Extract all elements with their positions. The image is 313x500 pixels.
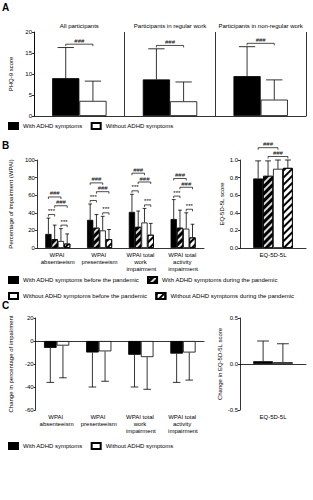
svg-text:impairment: impairment [168, 266, 198, 272]
svg-text:C: C [2, 300, 9, 311]
svg-text:10: 10 [25, 71, 32, 77]
svg-text:activity: activity [173, 421, 193, 427]
svg-text:WPAI total: WPAI total [127, 252, 157, 258]
svg-text:1.0: 1.0 [230, 157, 239, 163]
svg-text:20: 20 [27, 315, 34, 321]
svg-text:5: 5 [29, 92, 33, 98]
svg-text:impairment: impairment [126, 428, 156, 434]
svg-text:###: ### [263, 141, 274, 147]
svg-text:###: ### [56, 199, 67, 205]
svg-text:With ADHD symptoms before the: With ADHD symptoms before the pandemic [23, 277, 139, 283]
svg-text:WPAI: WPAI [90, 414, 107, 420]
svg-text:###: ### [181, 181, 192, 187]
svg-text:###: ### [98, 185, 109, 191]
svg-text:***: *** [48, 208, 56, 214]
svg-text:work: work [133, 421, 148, 427]
svg-text:***: *** [132, 184, 140, 190]
svg-text:-20: -20 [25, 361, 34, 367]
svg-text:15: 15 [25, 50, 32, 56]
svg-text:WPAI total: WPAI total [168, 414, 198, 420]
svg-text:***: *** [186, 203, 194, 209]
svg-text:40: 40 [28, 210, 35, 216]
svg-text:WPAI: WPAI [48, 414, 65, 420]
svg-text:-60: -60 [25, 407, 34, 413]
svg-text:###: ### [139, 176, 150, 182]
svg-text:###: ### [256, 37, 267, 43]
svg-text:***: *** [61, 219, 69, 225]
svg-text:With ADHD symptoms during the: With ADHD symptoms during the pandemic [162, 277, 277, 283]
svg-text:0.8: 0.8 [230, 175, 239, 181]
svg-text:0: 0 [32, 245, 36, 251]
svg-text:***: *** [173, 190, 181, 196]
svg-text:0.6: 0.6 [230, 192, 239, 198]
svg-text:Without ADHD symptoms: Without ADHD symptoms [106, 123, 174, 129]
svg-text:Participants in non-regular wo: Participants in non-regular work [218, 23, 303, 29]
svg-text:20: 20 [28, 227, 35, 233]
svg-text:WPAI: WPAI [50, 252, 67, 258]
svg-text:-0.5: -0.5 [228, 407, 239, 413]
svg-text:0.0: 0.0 [230, 245, 239, 251]
svg-text:Change in EQ-5D-5L score: Change in EQ-5D-5L score [217, 327, 223, 400]
svg-text:0.4: 0.4 [230, 210, 239, 216]
svg-text:WPAI: WPAI [91, 252, 108, 258]
svg-text:***: *** [102, 206, 110, 212]
svg-text:A: A [2, 2, 9, 13]
svg-text:###: ### [74, 38, 85, 44]
svg-text:0.5: 0.5 [230, 315, 239, 321]
svg-text:B: B [2, 140, 9, 151]
svg-text:-40: -40 [25, 384, 34, 390]
svg-text:absenteeism: absenteeism [40, 421, 74, 427]
svg-text:Without ADHD symptoms during t: Without ADHD symptoms during the pandemi… [170, 293, 294, 299]
svg-text:activity: activity [173, 259, 193, 265]
svg-text:0: 0 [29, 113, 33, 119]
svg-text:Change in percentage of impair: Change in percentage of impairment [8, 315, 14, 412]
svg-text:EQ-5D-5L: EQ-5D-5L [259, 252, 287, 258]
svg-text:With ADHD symptoms: With ADHD symptoms [23, 123, 82, 129]
svg-text:***: *** [90, 194, 98, 200]
svg-text:0.0: 0.0 [230, 361, 239, 367]
svg-text:0: 0 [30, 338, 34, 344]
svg-text:WPAI total: WPAI total [126, 414, 156, 420]
svg-text:PHQ-9 score: PHQ-9 score [8, 56, 14, 91]
svg-text:absenteeism: absenteeism [41, 259, 75, 265]
svg-text:With ADHD symptoms: With ADHD symptoms [23, 443, 82, 449]
svg-text:###: ### [175, 172, 186, 178]
svg-text:###: ### [91, 176, 102, 182]
svg-text:Without ADHD symptoms before t: Without ADHD symptoms before the pandemi… [23, 293, 147, 299]
svg-text:impairment: impairment [168, 428, 198, 434]
svg-text:80: 80 [28, 175, 35, 181]
svg-text:presenteeism: presenteeism [82, 259, 118, 265]
svg-text:EQ-5D-5L: EQ-5D-5L [259, 414, 287, 420]
svg-text:Without ADHD symptoms: Without ADHD symptoms [106, 443, 174, 449]
svg-text:Participants in regular work: Participants in regular work [134, 23, 207, 29]
svg-text:***: *** [144, 198, 152, 204]
svg-text:###: ### [273, 150, 284, 156]
svg-text:20: 20 [25, 29, 32, 35]
svg-text:WPAI total: WPAI total [168, 252, 198, 258]
svg-text:100: 100 [25, 157, 36, 163]
svg-text:0.2: 0.2 [230, 227, 239, 233]
svg-text:###: ### [165, 39, 176, 45]
svg-text:Percentage of impairment (WPAI: Percentage of impairment (WPAI) [8, 159, 14, 248]
svg-text:EQ-5D-5L score: EQ-5D-5L score [219, 182, 225, 226]
svg-text:###: ### [50, 190, 61, 196]
svg-text:impairment: impairment [126, 266, 156, 272]
svg-text:work: work [133, 259, 148, 265]
svg-text:All participants: All participants [60, 23, 99, 29]
svg-text:presenteeism: presenteeism [81, 421, 117, 427]
svg-text:60: 60 [28, 192, 35, 198]
svg-text:###: ### [133, 167, 144, 173]
